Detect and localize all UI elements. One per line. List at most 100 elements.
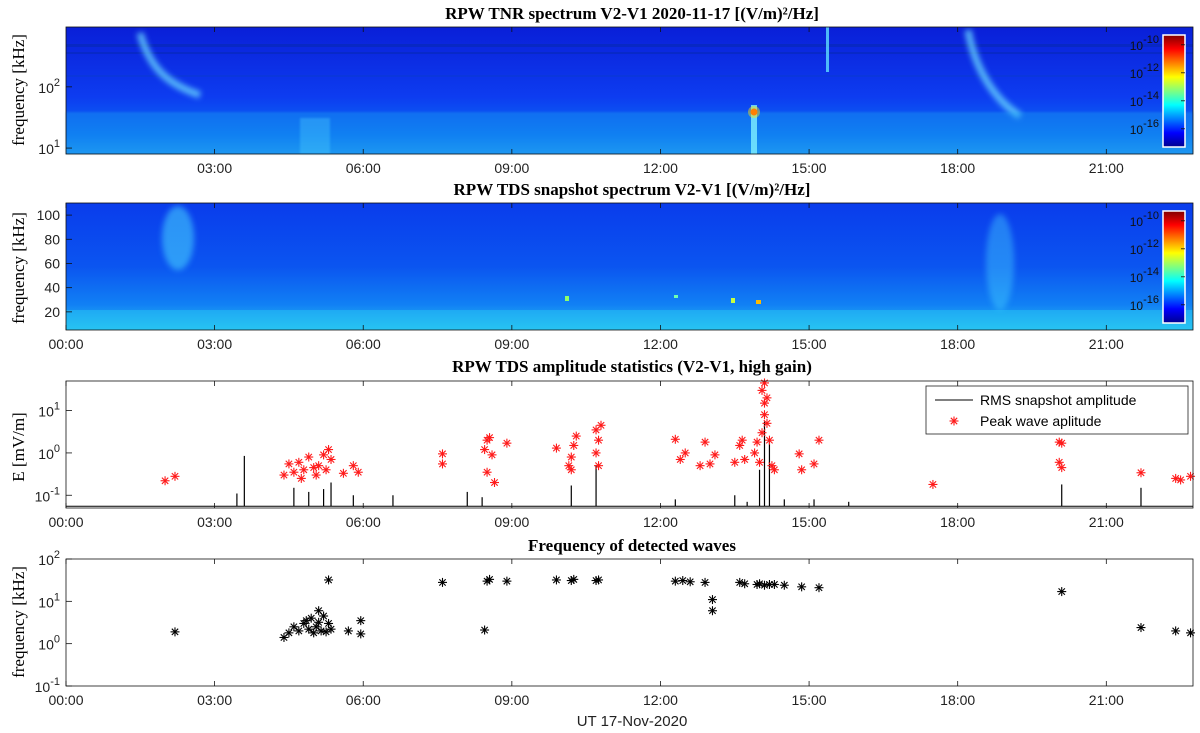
x-tick-label: 12:00 <box>643 514 678 530</box>
freq-title: Frequency of detected waves <box>528 536 736 555</box>
amp-legend-peak-label: Peak wave aplitude <box>980 413 1102 429</box>
peak-point <box>705 459 715 469</box>
detected-wave-point <box>1057 587 1067 597</box>
x-tick-label: 03:00 <box>197 692 232 708</box>
x-axis-label: UT 17-Nov-2020 <box>577 713 688 730</box>
detected-wave-point <box>740 579 750 589</box>
peak-point <box>814 435 824 445</box>
peak-point <box>1057 463 1067 473</box>
amp-legend-box <box>925 385 1189 435</box>
x-tick-label: 03:00 <box>197 160 232 176</box>
peak-point <box>700 437 710 447</box>
peak-point <box>757 385 767 395</box>
peak-point <box>482 467 492 477</box>
amp-title: RPW TDS amplitude statistics (V2-V1, hig… <box>452 357 812 376</box>
x-tick-label: 09:00 <box>494 692 529 708</box>
colorbar-gradient <box>1162 210 1186 324</box>
colorbar-tick-label: 10-12 <box>1130 238 1159 257</box>
tds-yticks: 20 40 60 80 100 <box>37 207 72 320</box>
tnr-axes <box>65 26 1194 155</box>
detected-wave-point <box>314 617 324 627</box>
peak-point <box>490 478 500 488</box>
x-tick-label: 21:00 <box>1089 692 1124 708</box>
colorbar-tick-label: 10-16 <box>1130 294 1159 313</box>
peak-point <box>480 445 490 455</box>
peak-point <box>321 465 331 475</box>
detected-wave-point <box>678 576 688 586</box>
peak-point <box>566 465 576 475</box>
peak-point <box>750 448 760 458</box>
peak-point <box>324 445 334 455</box>
colorbar-tick-label: 10-10 <box>1130 210 1159 229</box>
peak-point <box>284 459 294 469</box>
colorbar-tick-label: 10-14 <box>1130 266 1159 285</box>
detected-wave-point <box>480 625 490 635</box>
peak-point <box>730 457 740 467</box>
peak-point <box>299 465 309 475</box>
x-tick-label: 00:00 <box>48 692 83 708</box>
peak-point <box>928 479 938 489</box>
amp-panel: RPW TDS amplitude statistics (V2-V1, hig… <box>9 357 1196 530</box>
detected-wave-point <box>284 628 294 638</box>
tnr-features <box>66 27 1193 154</box>
peak-point <box>1057 438 1067 448</box>
y-tick-label: 40 <box>44 280 60 296</box>
peak-point <box>710 450 720 460</box>
tnr-low-band <box>66 112 1193 154</box>
peak-point <box>737 435 747 445</box>
detected-wave-point <box>326 624 336 634</box>
x-tick-label: 03:00 <box>197 336 232 352</box>
tnr-hotspot <box>751 105 757 154</box>
amp-legend-peak-swatch <box>949 416 959 426</box>
y-tick-label: 80 <box>44 231 60 247</box>
detected-wave-point <box>700 577 710 587</box>
peak-point <box>296 473 306 483</box>
tnr-xticks: 03:00 06:00 09:00 12:00 15:00 18:00 21:00 <box>197 27 1124 176</box>
peak-point <box>487 450 497 460</box>
detected-wave-point <box>324 575 334 585</box>
amp-axes <box>65 380 1194 509</box>
detected-wave-point <box>343 626 353 636</box>
x-tick-label: 00:00 <box>48 336 83 352</box>
freq-ylabel: frequency [kHz] <box>9 566 28 678</box>
peak-point <box>1171 473 1181 483</box>
peak-point <box>809 459 819 469</box>
peak-point <box>757 428 767 438</box>
detected-wave-point <box>685 577 695 587</box>
colorbar-tick-label: 10-12 <box>1130 62 1159 81</box>
peak-point <box>762 393 772 403</box>
peak-point <box>797 465 807 475</box>
peak-point <box>759 410 769 420</box>
x-tick-label: 18:00 <box>940 514 975 530</box>
tnr-burst-2 <box>964 29 1022 119</box>
y-tick-label: 100 <box>38 634 60 653</box>
tds-axes <box>65 202 1194 331</box>
detected-wave-point <box>814 583 824 593</box>
peak-point <box>311 470 321 480</box>
x-tick-label: 21:00 <box>1089 160 1124 176</box>
tnr-yticks: 101 102 <box>38 77 72 157</box>
detected-wave-point <box>769 579 779 589</box>
peak-point <box>695 461 705 471</box>
y-tick-label: 20 <box>44 304 60 320</box>
peak-point <box>485 433 495 443</box>
peak-point <box>279 470 289 480</box>
tds-colorbar: 10-10 10-12 10-14 10-16 <box>1130 210 1186 324</box>
peak-point <box>160 476 170 486</box>
amp-ylabel: E [mV/m] <box>9 412 28 481</box>
tnr-burst-1 <box>136 32 202 99</box>
freq-yticks: 10-1 100 101 102 <box>35 549 72 695</box>
x-tick-label: 15:00 <box>792 692 827 708</box>
peak-point <box>680 448 690 458</box>
detected-wave-point <box>485 574 495 584</box>
detected-wave-point <box>1136 623 1146 633</box>
detected-wave-point <box>551 575 561 585</box>
x-tick-label: 12:00 <box>643 160 678 176</box>
detected-wave-point <box>289 622 299 632</box>
tnr-colorbar: 10-10 10-12 10-14 10-16 <box>1130 34 1186 148</box>
detected-wave-point <box>314 606 324 616</box>
tds-ylabel: frequency [kHz] <box>9 212 28 324</box>
peak-point <box>596 420 606 430</box>
detected-wave-point <box>1171 626 1181 636</box>
